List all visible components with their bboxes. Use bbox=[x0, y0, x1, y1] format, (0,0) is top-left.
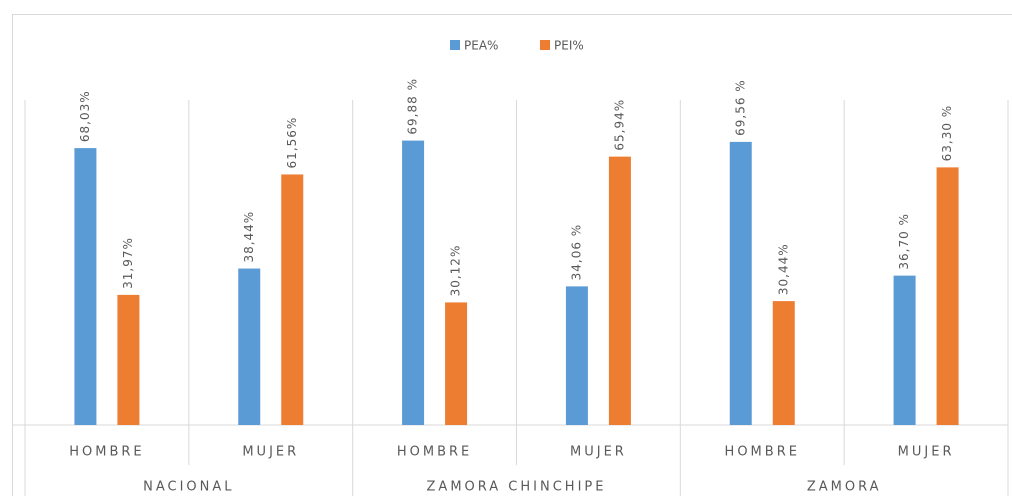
x-tick-label: MUJER bbox=[570, 445, 627, 460]
x-tick-label: HOMBRE bbox=[69, 445, 144, 460]
data-label: 69,56 % bbox=[733, 79, 747, 136]
bar bbox=[74, 148, 97, 425]
bar bbox=[402, 140, 425, 426]
data-label: 30,12% bbox=[449, 245, 463, 297]
data-label: 31,97% bbox=[121, 237, 135, 289]
data-label: 69,88 % bbox=[406, 78, 420, 135]
x-tick-label: HOMBRE bbox=[397, 445, 472, 460]
legend-label: PEI% bbox=[554, 39, 584, 53]
group-label: ZAMORA CHINCHIPE bbox=[427, 480, 607, 495]
data-label: 30,44% bbox=[776, 243, 790, 295]
legend-label: PEA% bbox=[464, 39, 498, 53]
bar bbox=[772, 301, 795, 425]
legend-swatch bbox=[540, 40, 550, 50]
chart-border bbox=[12, 14, 1012, 496]
data-label: 61,56% bbox=[285, 117, 299, 169]
data-label: 34,06 % bbox=[569, 224, 583, 281]
group-label: ZAMORA bbox=[807, 480, 882, 495]
bar bbox=[936, 167, 959, 425]
bar bbox=[117, 294, 140, 425]
data-label: 65,94% bbox=[612, 99, 626, 151]
data-label: 68,03% bbox=[78, 90, 92, 142]
data-label: 63,30 % bbox=[940, 105, 954, 162]
bar bbox=[238, 268, 261, 425]
data-label: 38,44% bbox=[242, 211, 256, 263]
bar bbox=[893, 275, 916, 425]
legend-swatch bbox=[450, 40, 460, 50]
x-tick-label: HOMBRE bbox=[725, 445, 800, 460]
x-tick-label: MUJER bbox=[242, 445, 299, 460]
bar bbox=[445, 302, 468, 425]
bar bbox=[608, 156, 631, 425]
bar bbox=[281, 174, 304, 425]
data-label: 36,70 % bbox=[897, 213, 911, 270]
x-tick-label: MUJER bbox=[898, 445, 955, 460]
group-label: NACIONAL bbox=[143, 480, 234, 495]
bar bbox=[565, 286, 588, 425]
bar bbox=[729, 141, 752, 425]
